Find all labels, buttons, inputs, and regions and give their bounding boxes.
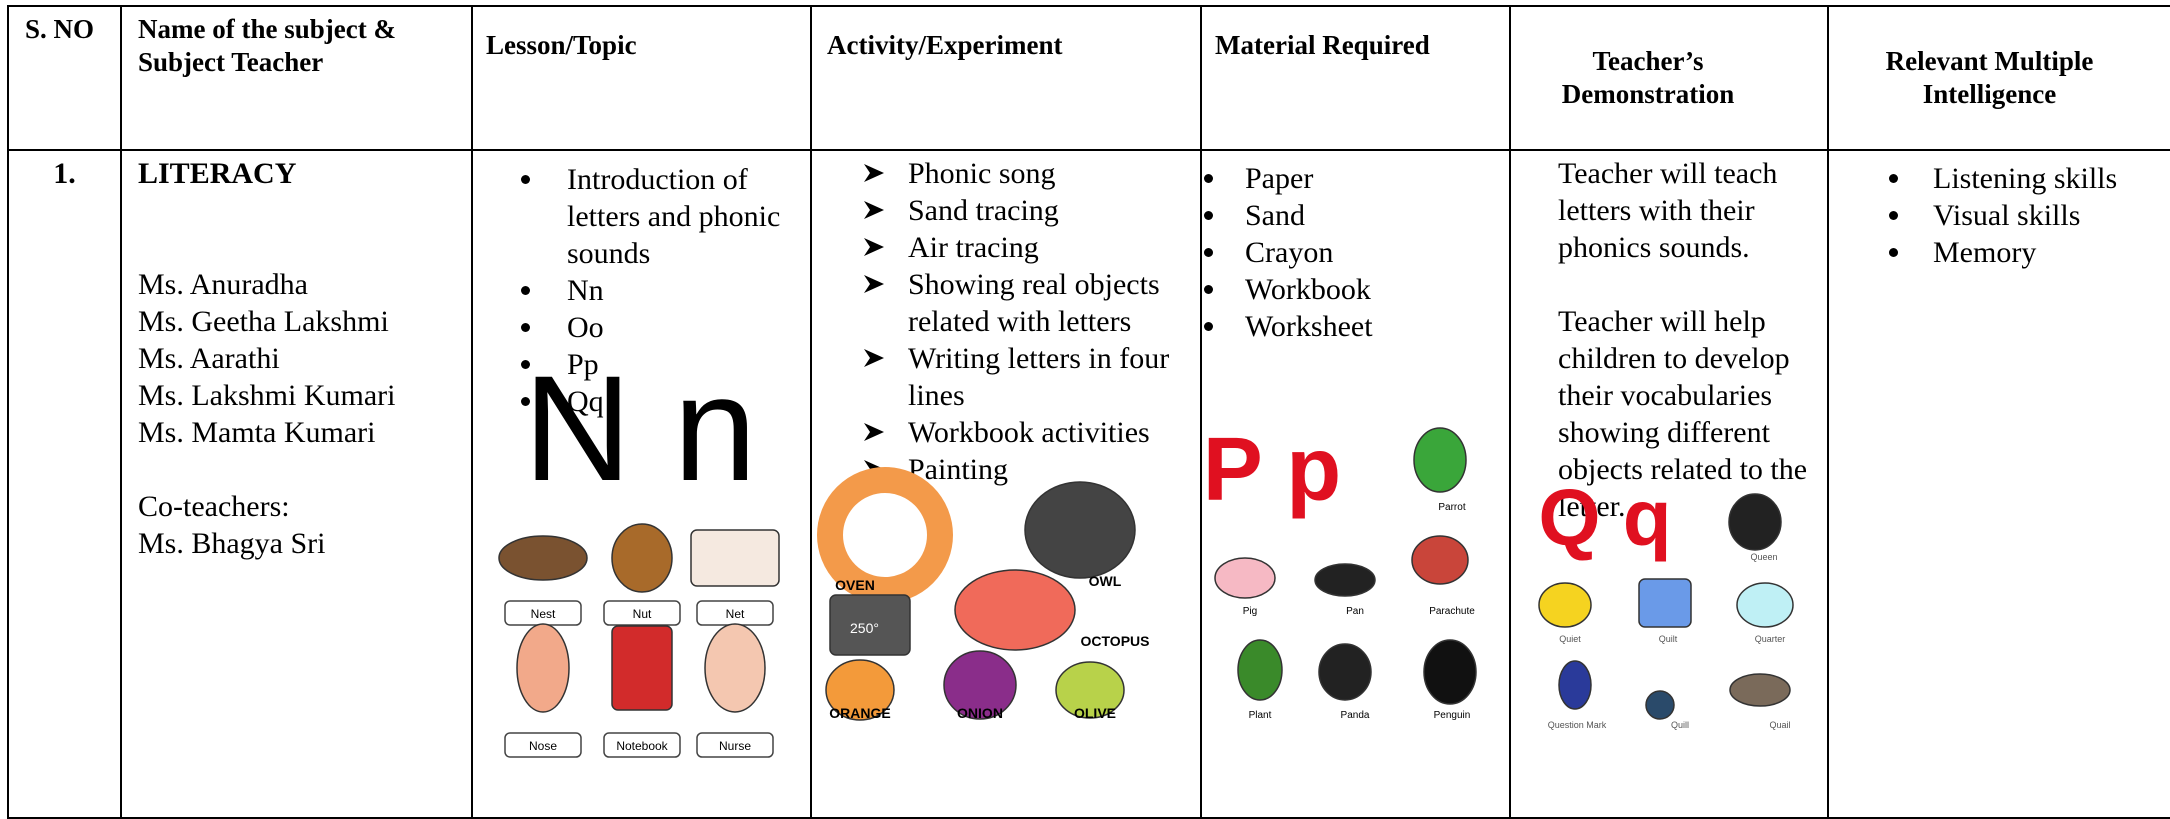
- topic: Nn: [521, 272, 796, 309]
- intelligence: Listening skills: [1889, 160, 2160, 197]
- intelligence: Visual skills: [1889, 197, 2160, 234]
- topic: Introduction of letters and phonic sound…: [521, 161, 796, 272]
- co-teacher-label: Co-teachers:: [138, 490, 290, 523]
- header-cell: Teacher’s Demonstration: [1509, 5, 1829, 151]
- header-cell: Lesson/Topic: [471, 5, 812, 151]
- material: Worksheet: [1204, 308, 1499, 345]
- demonstration: Teacher will teach letters with their ph…: [1558, 155, 1825, 525]
- teacher: Ms. Lakshmi Kumari: [138, 379, 396, 412]
- teacher: Ms. Geetha Lakshmi: [138, 305, 389, 338]
- topic: Pp: [521, 346, 796, 383]
- subject: LITERACY: [138, 157, 297, 190]
- topic: Oo: [521, 309, 796, 346]
- activity: Air tracing: [908, 229, 1180, 266]
- activity: Showing real objects related with letter…: [908, 266, 1180, 340]
- demo-paragraph: Teacher will teach letters with their ph…: [1558, 157, 1778, 264]
- page: S. NO Name of the subject & Subject Teac…: [0, 0, 2170, 767]
- teacher: Ms. Anuradha: [138, 268, 308, 301]
- intelligence-cell: Listening skills Visual skills Memory: [1827, 149, 2170, 819]
- material: Workbook: [1204, 271, 1499, 308]
- subject-cell: LITERACY Ms. Anuradha Ms. Geetha Lakshmi M…: [120, 149, 473, 819]
- body-row: 1. LITERACY Ms. Anuradha Ms. Geetha Laksh…: [7, 149, 2170, 819]
- activity: Painting: [908, 451, 1180, 488]
- intelligence-list: Listening skills Visual skills Memory: [1889, 160, 2160, 271]
- material: Crayon: [1204, 234, 1499, 271]
- teacher: Ms. Mamta Kumari: [138, 416, 376, 449]
- topic: Qq: [521, 383, 796, 420]
- header-cell: Material Required: [1200, 5, 1511, 151]
- header-cell: Relevant Multiple Intelligence: [1827, 5, 2170, 151]
- teacher-list: Ms. Anuradha Ms. Geetha Lakshmi Ms. Aarath…: [138, 266, 471, 451]
- sno: 1.: [53, 157, 76, 190]
- demo-cell: Teacher will teach letters with their ph…: [1509, 149, 1829, 819]
- activity: Workbook activities: [908, 414, 1180, 451]
- material-cell: Paper Sand Crayon Workbook Worksheet: [1200, 149, 1511, 819]
- activity: Writing letters in four lines: [908, 340, 1180, 414]
- intelligence: Memory: [1889, 234, 2160, 271]
- activity: Phonic song: [908, 155, 1180, 192]
- activity-list: Phonic song Sand tracing Air tracing Showin…: [908, 155, 1180, 488]
- topic-cell: Introduction of letters and phonic sound…: [471, 149, 812, 819]
- demo-paragraph: Teacher will help children to develop th…: [1558, 305, 1808, 523]
- material: Sand: [1204, 197, 1499, 234]
- header-cell: Activity/Experiment: [810, 5, 1202, 151]
- activity-cell: Phonic song Sand tracing Air tracing Showin…: [810, 149, 1202, 819]
- header-cell: S. NO: [7, 5, 122, 151]
- header-row: S. NO Name of the subject & Subject Teac…: [7, 5, 2170, 151]
- teacher: Ms. Aarathi: [138, 342, 280, 375]
- activity: Sand tracing: [908, 192, 1180, 229]
- topic-list: Introduction of letters and phonic sound…: [521, 161, 796, 420]
- material: Paper: [1204, 160, 1499, 197]
- sno-cell: 1.: [7, 149, 122, 819]
- header-cell: Name of the subject & Subject Teacher: [120, 5, 473, 151]
- co-teacher: Ms. Bhagya Sri: [138, 527, 326, 560]
- material-list: Paper Sand Crayon Workbook Worksheet: [1204, 160, 1499, 345]
- co-teacher-list: Ms. Bhagya Sri: [138, 525, 471, 562]
- lesson-table: S. NO Name of the subject & Subject Teac…: [7, 5, 2170, 819]
